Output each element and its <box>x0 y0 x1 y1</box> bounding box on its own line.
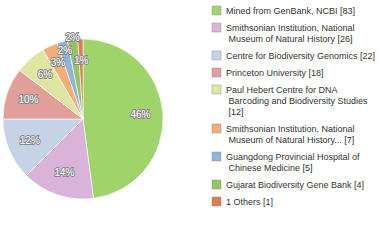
legend-swatch <box>212 197 221 206</box>
legend: Mined from GenBank, NCBI [83] Smithsonian… <box>212 6 375 207</box>
plot-area <box>3 39 163 199</box>
data-label: 2% <box>58 45 73 56</box>
data-label: 14% <box>54 167 74 178</box>
chart: 46%14%12%10%6%3%2%2%1%Mined from GenBank… <box>0 0 380 240</box>
legend-swatch <box>212 68 221 77</box>
legend-label: Smithsonian Institution, National Museum… <box>226 23 355 44</box>
data-labels: 46%14%12%10%6%3%2%2%1% <box>18 32 150 178</box>
slice <box>83 39 163 198</box>
data-label: 2% <box>65 32 80 43</box>
data-label: 3% <box>51 57 66 68</box>
legend-swatch <box>212 152 221 161</box>
pie <box>3 39 163 199</box>
data-label: 10% <box>18 94 38 105</box>
legend-label: Mined from GenBank, NCBI [83] <box>226 6 355 16</box>
legend-label: Gujarat Biodiversity Gene Bank [4] <box>226 180 364 190</box>
slice <box>78 39 83 119</box>
legend-swatch <box>212 6 221 15</box>
legend-swatch <box>212 124 221 133</box>
data-label: 1% <box>74 55 89 66</box>
legend-label: Smithsonian Institution, National Museum… <box>226 124 355 145</box>
legend-swatch <box>212 180 221 189</box>
legend-label: Paul Hebert Centre for DNA Barcoding and… <box>226 85 368 117</box>
data-label: 12% <box>20 135 40 146</box>
legend-swatch <box>212 85 221 94</box>
legend-label: Centre for Biodiversity Genomics [22] <box>226 51 375 61</box>
legend-swatch <box>212 51 221 60</box>
legend-swatch <box>212 23 221 32</box>
legend-label: Princeton University [18] <box>226 68 324 78</box>
legend-label: 1 Others [1] <box>226 197 273 207</box>
data-label: 46% <box>130 109 150 120</box>
legend-label: Guangdong Provincial Hospital of Chinese… <box>226 152 360 173</box>
slices <box>3 39 163 199</box>
data-label: 6% <box>38 69 53 80</box>
